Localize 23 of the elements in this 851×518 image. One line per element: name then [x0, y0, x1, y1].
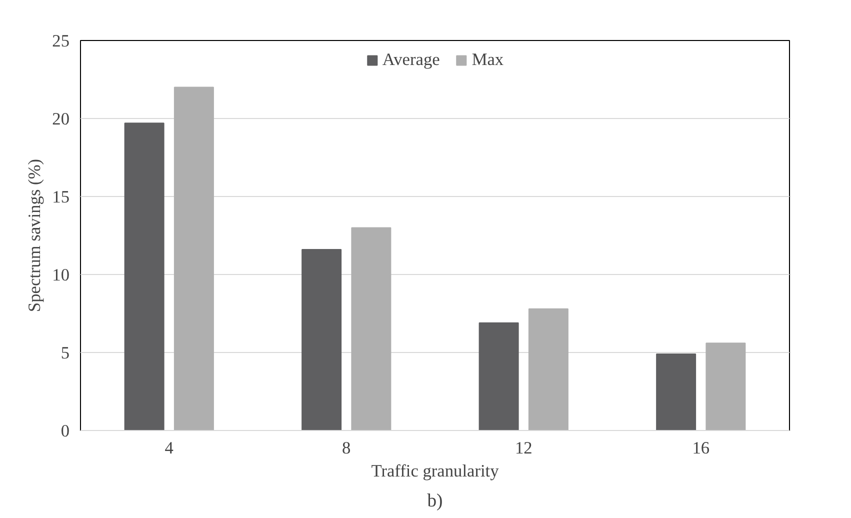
- bar: [706, 342, 746, 430]
- x-axis-title: Traffic granularity: [371, 462, 500, 480]
- x-tick-label: 16: [692, 438, 710, 458]
- legend-label: Max: [472, 50, 504, 70]
- y-tick-label: 15: [52, 188, 70, 206]
- bar: [302, 249, 342, 430]
- bar: [174, 86, 214, 430]
- x-tick-label: 8: [342, 438, 351, 458]
- bar: [528, 308, 568, 430]
- bar: [351, 227, 392, 430]
- bar: [124, 122, 164, 430]
- y-axis-title: Spectrum savings (%): [25, 158, 44, 312]
- y-tick-label: 10: [52, 266, 70, 284]
- y-tick-label: 20: [52, 110, 70, 128]
- bar: [478, 322, 519, 430]
- x-tick-label: 12: [514, 438, 532, 458]
- legend-label: Average: [382, 50, 440, 70]
- x-tick-label: 4: [164, 438, 174, 458]
- bar: [656, 354, 696, 430]
- text: b): [427, 490, 443, 512]
- y-tick-label: 5: [60, 344, 70, 362]
- y-tick-label: 25: [52, 32, 70, 50]
- y-tick-label: 0: [60, 422, 70, 440]
